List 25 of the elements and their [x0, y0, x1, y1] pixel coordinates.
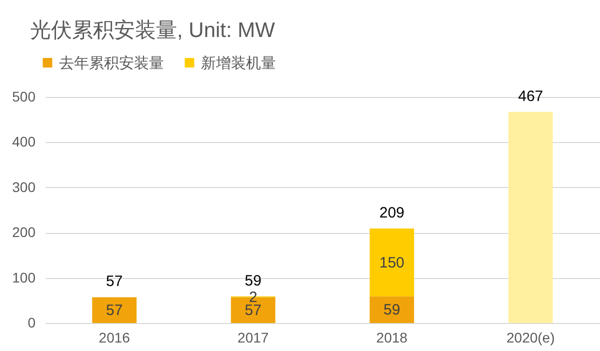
chart-title: 光伏累积安装量, Unit: MW: [30, 19, 276, 42]
bar: [92, 297, 137, 323]
data-label: 59: [384, 302, 400, 319]
y-tick-label: 500: [12, 88, 36, 104]
total-label: 57: [106, 273, 123, 290]
y-tick-label: 0: [28, 314, 36, 330]
total-label: 467: [518, 88, 544, 105]
x-tick-label: 2020(e): [506, 330, 555, 346]
data-label: 57: [244, 302, 262, 320]
y-tick-label: 400: [12, 134, 36, 150]
x-tick-label: 2017: [238, 330, 269, 346]
legend-label: 新增装机量: [201, 54, 276, 72]
y-tick-label: 100: [12, 269, 36, 286]
bar: [370, 228, 414, 296]
data-label: 57: [106, 302, 123, 320]
data-label: 150: [379, 254, 404, 272]
bar: [508, 112, 553, 323]
y-tick-label: 200: [12, 224, 36, 240]
x-tick-label: 2018: [376, 330, 408, 346]
total-label: 59: [244, 272, 262, 290]
x-tick-label: 2016: [98, 330, 130, 346]
bar: [370, 296, 414, 323]
legend-label: 去年累积安装量: [59, 54, 164, 72]
y-tick-label: 300: [12, 178, 36, 195]
total-label: 209: [379, 204, 404, 222]
